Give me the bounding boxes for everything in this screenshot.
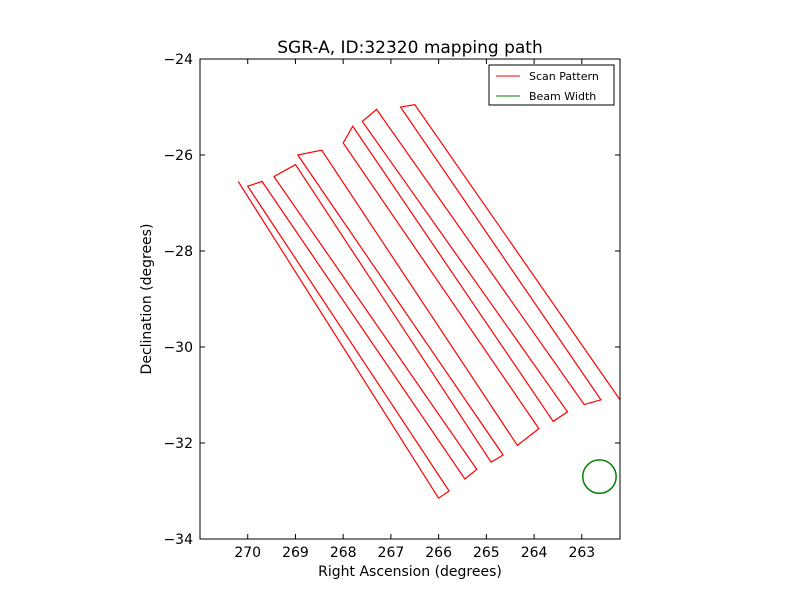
x-tick-label: 270 bbox=[234, 545, 261, 561]
y-tick-label: −24 bbox=[163, 52, 193, 68]
plot-frame bbox=[199, 58, 621, 540]
legend-label-scan-pattern: Scan Pattern bbox=[529, 70, 599, 83]
y-tick-label: −34 bbox=[163, 532, 193, 548]
legend-box bbox=[488, 64, 615, 106]
x-tick-label: 264 bbox=[521, 545, 548, 561]
chart-title: SGR-A, ID:32320 mapping path bbox=[277, 38, 543, 58]
x-tick-label: 268 bbox=[330, 545, 357, 561]
y-tick-label: −32 bbox=[163, 436, 193, 452]
beam-width-circle bbox=[582, 459, 617, 495]
x-axis: 270 269 268 267 266 265 264 263 bbox=[234, 59, 595, 561]
scan-pattern-path bbox=[237, 103, 620, 500]
y-axis-label: Declination (degrees) bbox=[139, 224, 155, 375]
legend: Scan Pattern Beam Width bbox=[488, 64, 615, 106]
x-tick-label: 266 bbox=[425, 545, 452, 561]
x-tick-label: 265 bbox=[473, 545, 500, 561]
legend-label-beam-width: Beam Width bbox=[529, 90, 596, 103]
x-tick-label: 263 bbox=[568, 545, 595, 561]
x-tick-label: 267 bbox=[378, 545, 405, 561]
y-axis: −24 −26 −28 −30 −32 −34 bbox=[163, 52, 620, 548]
y-tick-label: −30 bbox=[163, 340, 193, 356]
x-tick-label: 269 bbox=[282, 545, 309, 561]
x-axis-label: Right Ascension (degrees) bbox=[318, 564, 502, 580]
plot-layer bbox=[237, 103, 620, 500]
y-tick-label: −26 bbox=[163, 148, 193, 164]
y-tick-label: −28 bbox=[163, 244, 193, 260]
